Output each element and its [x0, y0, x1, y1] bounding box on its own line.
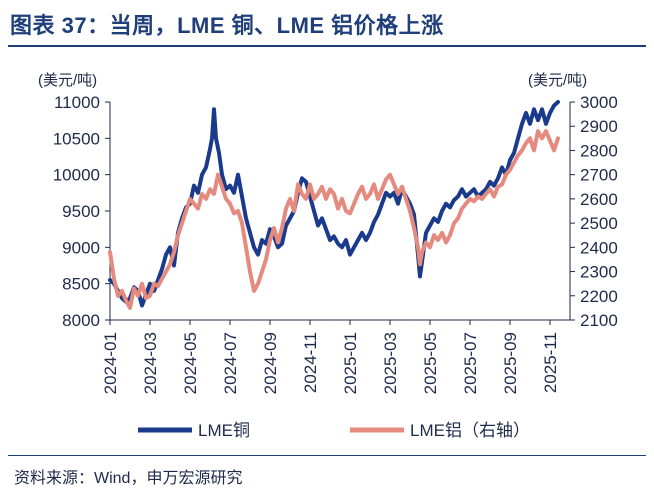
legend: LME铜 LME铝（右轴）	[138, 421, 530, 440]
x-tick-label: 2024-11	[301, 332, 320, 393]
x-tick-label: 2024-09	[261, 332, 280, 394]
right-y-tick-label: 2900	[580, 117, 618, 136]
series-lines	[108, 100, 560, 310]
right-axis-unit: (美元/吨)	[528, 72, 587, 89]
x-tick-label: 2024-05	[181, 332, 200, 394]
series-line-lme-copper	[108, 100, 560, 308]
right-y-tick-label: 2600	[580, 190, 618, 209]
right-y-tick-label: 2700	[580, 166, 618, 185]
x-tick-label: 2025-03	[381, 332, 400, 394]
source-rule	[8, 455, 646, 456]
x-tick-label: 2024-07	[221, 332, 240, 394]
x-tick-label: 2025-01	[341, 332, 360, 394]
left-y-tick-label: 9000	[62, 238, 100, 257]
x-tick-label: 2025-05	[421, 332, 440, 394]
legend-lme-copper-label: LME铜	[198, 421, 250, 440]
left-y-tick-label: 8000	[62, 311, 100, 330]
right-y-tick-label: 3000	[580, 93, 618, 112]
title-rule	[8, 45, 646, 47]
x-tick-label: 2024-03	[141, 332, 160, 394]
legend-lme-aluminium-label: LME铝（右轴）	[410, 421, 530, 440]
right-y-tick-label: 2800	[580, 141, 618, 160]
left-y-tick-label: 9500	[62, 202, 100, 221]
left-y-tick-label: 10500	[53, 129, 100, 148]
left-y-tick-label: 8500	[62, 275, 100, 294]
right-y-tick-label: 2300	[580, 263, 618, 282]
left-axis-unit: (美元/吨)	[38, 72, 97, 89]
right-y-tick-label: 2500	[580, 214, 618, 233]
left-y-tick-label: 11000	[54, 93, 100, 112]
left-y-tick-label: 10000	[53, 166, 100, 185]
source-note: 资料来源：Wind，申万宏源研究	[14, 470, 243, 487]
x-tick-label: 2025-07	[461, 332, 480, 394]
series-line-lme-aluminium	[108, 129, 560, 310]
chart-title: 图表 37：当周，LME 铜、LME 铝价格上涨	[10, 13, 444, 38]
right-y-tick-label: 2400	[580, 238, 618, 257]
x-tick-label: 2025-11	[541, 332, 560, 393]
axes: 8000 8500 9000 9500 10000 10500 11000 2100 2200 2…	[53, 93, 618, 394]
right-y-tick-label: 2100	[580, 311, 618, 330]
right-y-tick-label: 2200	[580, 287, 618, 306]
x-tick-label: 2024-01	[101, 332, 120, 394]
x-tick-label: 2025-09	[501, 332, 520, 394]
